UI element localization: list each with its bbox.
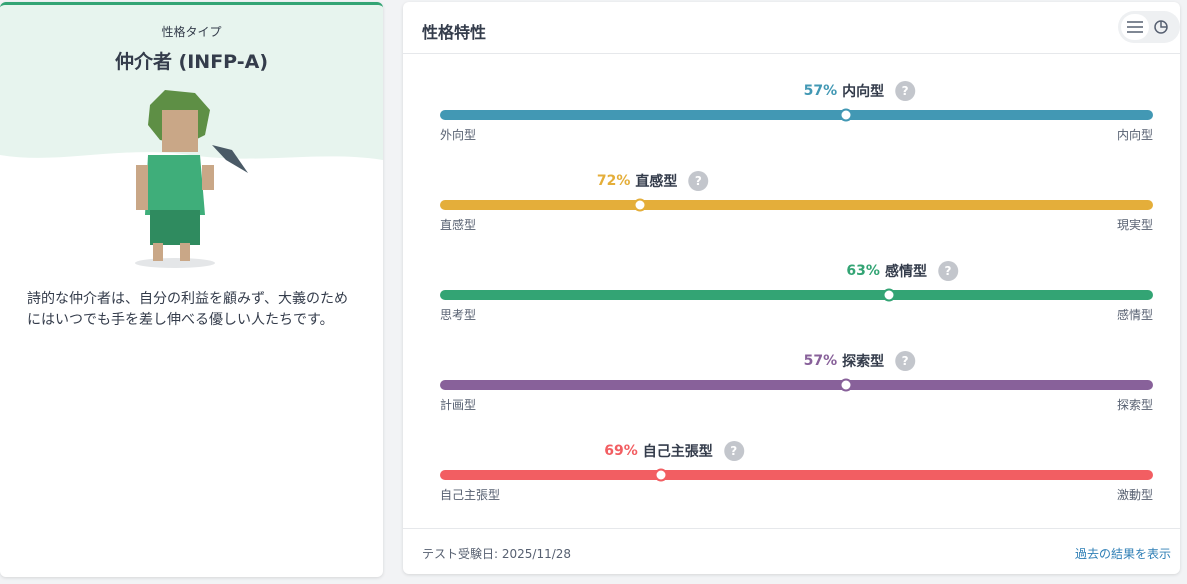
trait-label: 57% 探索型? (804, 351, 916, 371)
trait-knob (839, 108, 853, 122)
trait-bar (440, 200, 1153, 210)
trait-percent: 63% (846, 263, 880, 279)
right-pole: 激動型 (1116, 488, 1153, 502)
help-icon[interactable]: ? (895, 351, 916, 371)
trait-name: 探索型 (842, 354, 885, 370)
trait-bar (440, 470, 1153, 480)
divider (403, 528, 1180, 529)
left-pole: 自己主張型 (440, 488, 501, 502)
trait-name: 直感型 (635, 174, 678, 190)
right-pole: 現実型 (1116, 218, 1153, 232)
trait-name: 自己主張型 (642, 444, 713, 460)
trait-percent: 57% (803, 83, 838, 99)
help-icon[interactable]: ? (895, 81, 916, 101)
trait-percent: 57% (803, 353, 838, 369)
description: 詩的な仲介者は、自分の利益を顧みず、大義のためにはいつでも手を差し伸べる優しい人… (27, 291, 349, 328)
trait-percent: 69% (604, 443, 638, 459)
profile-card: 性格タイプ 仲介者 (INFP-A) 詩的な仲介者は、自分の利益を顧みず、大義の… (0, 2, 383, 577)
right-pole: 内向型 (1116, 128, 1153, 142)
history-link[interactable]: 過去の結果を表示 (1074, 547, 1171, 561)
left-pole: 思考型 (440, 308, 477, 322)
trait-label: 72% 直感型? (597, 171, 709, 191)
traits-card: 性格特性 57% 内向型? 外向型 内向型 72% 直感型? 直感型 現実型 63% 感情型? 思考… (403, 2, 1180, 574)
trait-bar (440, 110, 1153, 120)
illustration (0, 5, 383, 268)
help-icon[interactable]: ? (723, 441, 744, 461)
trait-knob (633, 198, 647, 212)
trait-label: 63% 感情型? (846, 261, 958, 281)
divider (403, 53, 1180, 54)
left-pole: 直感型 (440, 218, 477, 232)
test-date: テスト受験日: 2025/11/28 (422, 547, 572, 561)
toggle-icons (1121, 14, 1168, 40)
trait-label: 57% 内向型? (804, 81, 916, 101)
trait-name: 内向型 (842, 84, 885, 100)
left-pole: 計画型 (440, 398, 477, 412)
left-pole: 外向型 (440, 128, 477, 142)
kicker: 性格タイプ (161, 25, 222, 39)
help-icon[interactable]: ? (937, 261, 958, 281)
trait-name: 感情型 (884, 264, 927, 280)
trait-list: 57% 内向型? 外向型 内向型 72% 直感型? 直感型 現実型 63% 感情型? 思考型 感情型 5… (403, 2, 1180, 522)
trait-knob (839, 378, 853, 392)
trait-knob (654, 468, 668, 482)
right-pole: 探索型 (1116, 398, 1153, 412)
right-pole: 感情型 (1116, 308, 1153, 322)
trait-percent: 72% (596, 173, 631, 189)
type-title: 仲介者 (INFP-A) (114, 51, 269, 73)
view-toggle[interactable] (1118, 11, 1180, 43)
trait-label: 69% 自己主張型? (604, 441, 744, 461)
trait-bar (440, 380, 1153, 390)
trait-knob (882, 288, 896, 302)
trait-bar (440, 290, 1153, 300)
help-icon[interactable]: ? (688, 171, 709, 191)
panel-title: 性格特性 (422, 23, 487, 42)
